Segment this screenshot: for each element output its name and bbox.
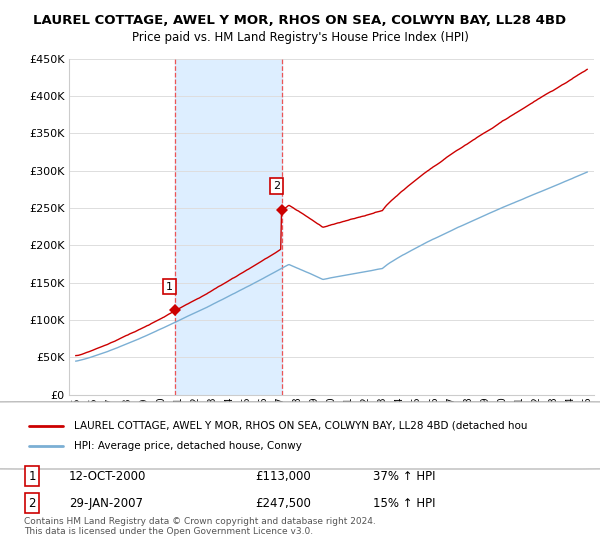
Text: 12-OCT-2000: 12-OCT-2000 <box>69 470 146 483</box>
Bar <box>175 59 282 395</box>
Text: LAUREL COTTAGE, AWEL Y MOR, RHOS ON SEA, COLWYN BAY, LL28 4BD (detached hou: LAUREL COTTAGE, AWEL Y MOR, RHOS ON SEA,… <box>74 421 528 431</box>
Text: Contains HM Land Registry data © Crown copyright and database right 2024.
This d: Contains HM Land Registry data © Crown c… <box>23 517 376 536</box>
Text: £247,500: £247,500 <box>255 497 311 510</box>
Text: 29-JAN-2007: 29-JAN-2007 <box>69 497 143 510</box>
FancyBboxPatch shape <box>0 402 600 469</box>
Text: 1: 1 <box>28 470 36 483</box>
Text: Price paid vs. HM Land Registry's House Price Index (HPI): Price paid vs. HM Land Registry's House … <box>131 31 469 44</box>
Text: HPI: Average price, detached house, Conwy: HPI: Average price, detached house, Conw… <box>74 441 302 451</box>
Text: 15% ↑ HPI: 15% ↑ HPI <box>373 497 436 510</box>
Text: 2: 2 <box>273 181 280 191</box>
Text: £113,000: £113,000 <box>255 470 311 483</box>
Text: 2: 2 <box>28 497 36 510</box>
Text: 1: 1 <box>166 282 173 292</box>
Text: 37% ↑ HPI: 37% ↑ HPI <box>373 470 436 483</box>
Text: LAUREL COTTAGE, AWEL Y MOR, RHOS ON SEA, COLWYN BAY, LL28 4BD: LAUREL COTTAGE, AWEL Y MOR, RHOS ON SEA,… <box>34 14 566 27</box>
